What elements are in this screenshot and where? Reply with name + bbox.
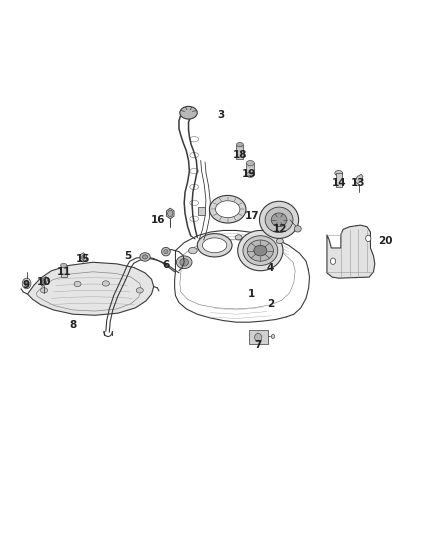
Polygon shape [249, 330, 268, 344]
Ellipse shape [25, 281, 29, 286]
Text: 3: 3 [218, 110, 225, 120]
Text: 9: 9 [23, 280, 30, 290]
Ellipse shape [22, 278, 31, 289]
Text: 4: 4 [267, 263, 274, 272]
Ellipse shape [294, 225, 301, 232]
Ellipse shape [215, 201, 240, 217]
Ellipse shape [140, 253, 150, 261]
Polygon shape [80, 253, 87, 262]
Ellipse shape [265, 207, 293, 232]
Ellipse shape [238, 230, 283, 271]
Ellipse shape [271, 334, 275, 338]
Ellipse shape [164, 249, 168, 254]
Text: 14: 14 [332, 177, 346, 188]
Ellipse shape [243, 236, 278, 265]
Ellipse shape [254, 333, 261, 342]
Ellipse shape [41, 288, 47, 293]
Ellipse shape [335, 171, 343, 176]
Polygon shape [355, 174, 363, 184]
Ellipse shape [271, 213, 287, 227]
Ellipse shape [254, 245, 267, 256]
Polygon shape [237, 144, 244, 159]
Ellipse shape [247, 240, 273, 261]
Text: 15: 15 [76, 254, 91, 263]
Text: 20: 20 [378, 236, 392, 246]
Ellipse shape [74, 281, 81, 287]
Ellipse shape [142, 255, 148, 259]
Ellipse shape [247, 172, 254, 177]
Text: 5: 5 [124, 251, 131, 261]
Text: 13: 13 [351, 177, 366, 188]
Ellipse shape [136, 288, 143, 293]
Polygon shape [40, 277, 48, 286]
Ellipse shape [276, 238, 283, 244]
Polygon shape [28, 262, 154, 316]
Text: 6: 6 [162, 261, 170, 270]
Ellipse shape [197, 233, 232, 257]
Text: 2: 2 [268, 298, 275, 309]
Ellipse shape [188, 247, 197, 254]
Ellipse shape [235, 235, 242, 240]
Polygon shape [198, 207, 205, 215]
Ellipse shape [366, 235, 371, 241]
Ellipse shape [237, 142, 244, 147]
Polygon shape [247, 163, 254, 175]
Text: 10: 10 [37, 277, 51, 287]
Text: 7: 7 [254, 340, 262, 350]
Polygon shape [166, 208, 174, 219]
Ellipse shape [42, 279, 46, 284]
Text: 11: 11 [57, 267, 71, 277]
Text: 16: 16 [151, 215, 165, 225]
Polygon shape [60, 265, 67, 277]
Text: 18: 18 [233, 150, 247, 160]
Text: 17: 17 [244, 211, 259, 221]
Text: 1: 1 [248, 289, 255, 299]
Text: 12: 12 [273, 224, 287, 235]
Ellipse shape [330, 258, 336, 264]
Ellipse shape [259, 201, 299, 238]
Ellipse shape [162, 247, 170, 256]
Ellipse shape [102, 281, 110, 286]
Ellipse shape [209, 196, 246, 223]
Ellipse shape [202, 238, 227, 253]
Text: 19: 19 [242, 169, 257, 179]
Ellipse shape [180, 107, 197, 119]
Polygon shape [336, 173, 342, 187]
Ellipse shape [81, 255, 85, 260]
Ellipse shape [177, 256, 192, 269]
Polygon shape [327, 225, 375, 278]
Ellipse shape [247, 160, 254, 166]
Text: 8: 8 [70, 320, 77, 330]
Ellipse shape [60, 263, 67, 268]
Ellipse shape [168, 211, 173, 216]
Ellipse shape [180, 259, 188, 266]
